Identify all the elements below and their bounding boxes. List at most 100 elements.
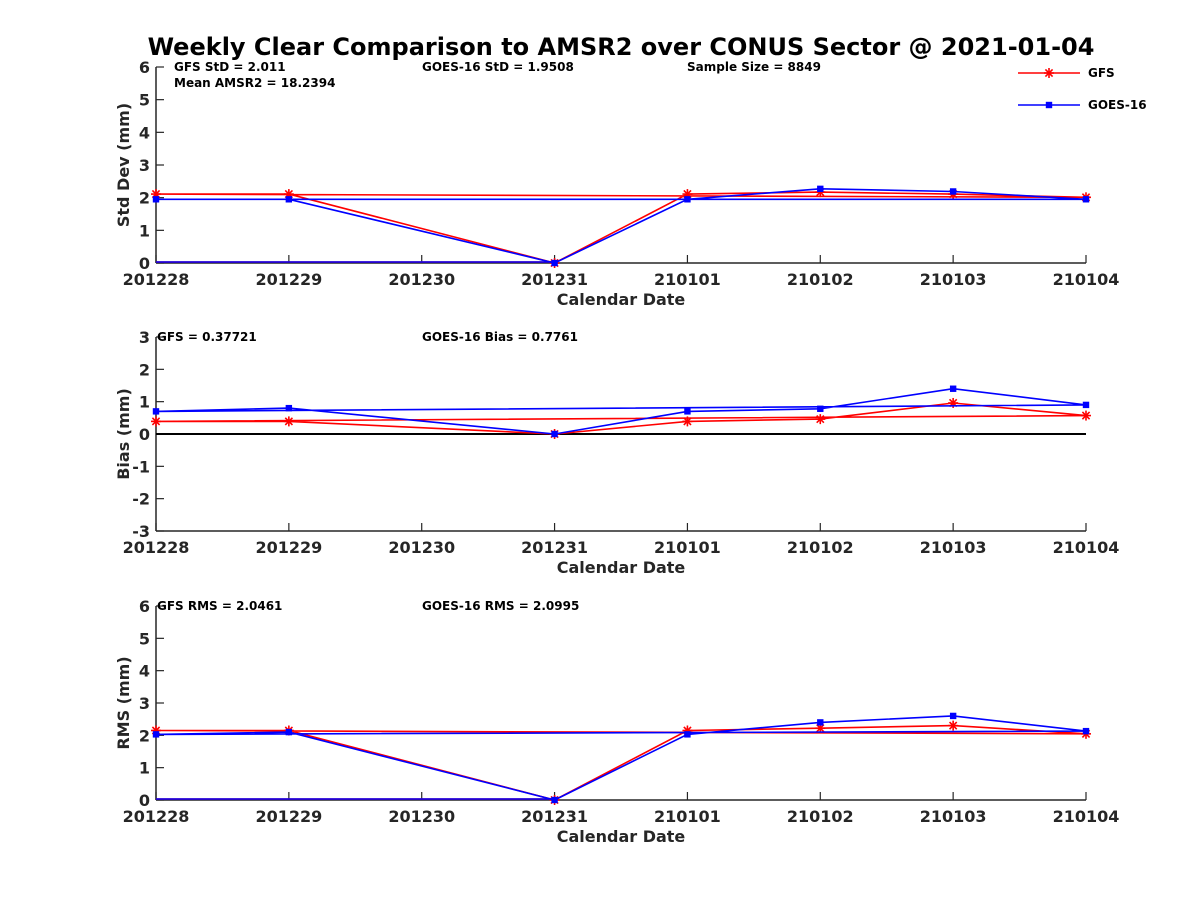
series-line: [156, 187, 1087, 264]
y-tick-label: 0: [139, 791, 150, 810]
series-goes-16: [152, 712, 1090, 804]
data-point: [551, 259, 558, 267]
legend: GFS GOES-16: [1018, 66, 1147, 112]
x-tick-label: 210101: [654, 807, 721, 826]
y-tick-label: 3: [139, 694, 150, 713]
x-tick-label: 210102: [787, 270, 854, 289]
x-tick-label: 210103: [920, 270, 987, 289]
data-point: [1081, 410, 1091, 421]
series-line: [155, 191, 1087, 264]
stats-annotation: GFS = 0.37721: [157, 330, 257, 344]
y-tick-label: 3: [139, 156, 150, 175]
series-line: [155, 387, 1087, 435]
x-tick-label: 210103: [920, 807, 987, 826]
stats-annotation: GFS RMS = 2.0461: [157, 599, 282, 613]
y-tick-label: 4: [139, 123, 150, 142]
data-point: [817, 405, 824, 412]
data-point: [1082, 196, 1090, 203]
data-point: [152, 196, 160, 203]
series-gfs: [151, 397, 1091, 439]
x-tick-label: 210104: [1053, 270, 1120, 289]
x-tick-label: 210104: [1053, 538, 1120, 557]
data-point: [817, 185, 824, 193]
y-tick-label: 3: [139, 328, 150, 347]
data-point: [152, 408, 160, 415]
data-point: [815, 414, 826, 425]
x-tick-label: 201231: [521, 538, 588, 557]
x-axis-label: Calendar Date: [557, 290, 686, 309]
y-tick-label: 2: [139, 726, 150, 745]
data-point: [684, 731, 691, 738]
x-tick-label: 201230: [388, 538, 455, 557]
data-point: [551, 796, 558, 804]
x-tick-label: 201229: [255, 270, 322, 289]
series-goes-16: [152, 185, 1090, 267]
stats-annotation: GOES-16 RMS = 2.0995: [422, 599, 579, 613]
x-tick-label: 201229: [255, 807, 322, 826]
stats-annotation: GOES-16 StD = 1.9508: [422, 60, 574, 74]
x-tick-label: 210102: [787, 807, 854, 826]
x-tick-label: 210104: [1053, 807, 1120, 826]
legend-label: GFS: [1088, 66, 1115, 80]
x-tick-label: 210103: [920, 538, 987, 557]
panel-bias: -3 -2 -1 0 1 2 3 201228 201229 201230 201231 210101…: [114, 328, 1119, 577]
legend-marker: [1044, 68, 1054, 78]
y-tick-label: -3: [132, 522, 150, 541]
stats-annotation: GFS StD = 2.011: [174, 60, 286, 74]
panel-std: 0 1 2 3 4 5 6 201228 201229 201230 201231 210101 210…: [114, 58, 1119, 309]
y-tick-label: 2: [139, 360, 150, 379]
y-tick-label: 6: [139, 58, 150, 77]
x-tick-label: 201231: [521, 807, 588, 826]
y-tick-label: -1: [132, 457, 150, 476]
data-point: [1082, 727, 1090, 735]
y-axis-label: Std Dev (mm): [114, 103, 133, 227]
data-point: [682, 416, 693, 427]
series-line: [155, 402, 1087, 435]
series-line: [155, 715, 1087, 801]
legend-label: GOES-16: [1088, 98, 1147, 112]
series-goes-16: [152, 385, 1090, 438]
data-point: [285, 728, 293, 736]
data-point: [817, 719, 824, 726]
data-point: [285, 196, 293, 203]
data-point: [1082, 401, 1090, 409]
y-tick-label: 5: [139, 91, 150, 110]
y-tick-label: 0: [139, 425, 150, 444]
y-tick-label: 6: [139, 597, 150, 616]
y-axis-label: Bias (mm): [114, 388, 133, 480]
series-line: [155, 724, 1087, 801]
legend-marker: [1045, 101, 1053, 109]
y-tick-label: -2: [132, 490, 150, 509]
x-tick-label: 210101: [654, 270, 721, 289]
y-axis-label: RMS (mm): [114, 656, 133, 749]
x-tick-label: 201231: [521, 270, 588, 289]
stats-annotation: Mean AMSR2 = 18.2394: [174, 76, 335, 90]
x-tick-label: 201228: [123, 270, 190, 289]
x-tick-label: 210102: [787, 538, 854, 557]
y-tick-label: 2: [139, 189, 150, 208]
y-tick-label: 1: [139, 221, 150, 240]
x-tick-label: 201230: [388, 807, 455, 826]
data-point: [152, 731, 160, 738]
data-point: [949, 712, 957, 720]
x-tick-label: 201228: [123, 807, 190, 826]
x-axis-label: Calendar Date: [557, 558, 686, 577]
x-tick-label: 201230: [388, 270, 455, 289]
data-point: [684, 408, 691, 415]
data-point: [551, 430, 558, 438]
data-point: [151, 416, 161, 427]
y-tick-label: 4: [139, 662, 150, 681]
x-tick-label: 201229: [255, 538, 322, 557]
chart-title: Weekly Clear Comparison to AMSR2 over CO…: [148, 33, 1095, 61]
y-tick-label: 1: [139, 393, 150, 412]
y-tick-label: 1: [139, 759, 150, 778]
data-point: [285, 404, 293, 412]
legend-entry-goes-16: GOES-16: [1018, 98, 1147, 112]
legend-entry-gfs: GFS: [1018, 66, 1115, 80]
y-tick-label: 0: [139, 254, 150, 273]
x-tick-label: 201228: [123, 538, 190, 557]
data-point: [283, 416, 294, 427]
data-point: [684, 196, 691, 203]
